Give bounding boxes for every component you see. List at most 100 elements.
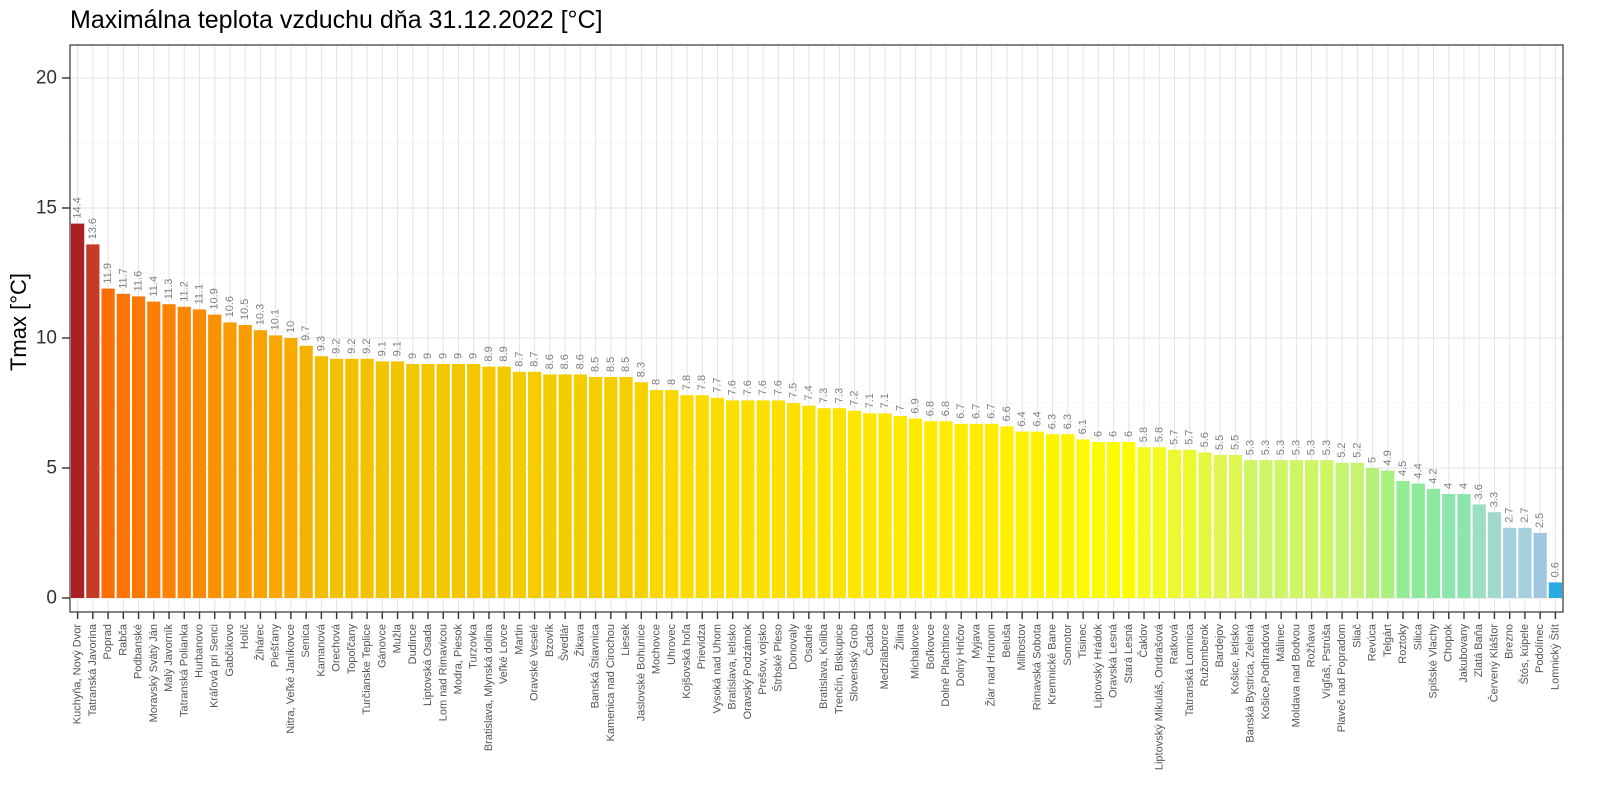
bar-value-label: 5.5 — [1214, 435, 1226, 450]
bar — [1320, 460, 1334, 598]
x-axis-tick-label: Mužla — [392, 623, 404, 653]
bar — [1503, 527, 1517, 598]
x-axis-tick-label: Michalovce — [910, 624, 922, 679]
bar — [695, 395, 709, 598]
bar-value-label: 6.8 — [940, 401, 952, 416]
bar — [314, 356, 328, 598]
bar — [299, 345, 313, 598]
bar-value-label: 5.7 — [1184, 430, 1196, 445]
bar-value-label: 6 — [1123, 431, 1135, 437]
bar-value-label: 4.2 — [1428, 469, 1440, 484]
bar-value-label: 9 — [437, 353, 449, 359]
bar — [1244, 460, 1258, 598]
x-axis-tick-label: Bratislava, Koliba — [818, 623, 830, 709]
bar — [1274, 460, 1288, 598]
x-axis-tick-label: Banská Bystrica, Zelená — [1245, 623, 1257, 742]
x-axis-tick-label: Oravský Podzámok — [742, 624, 754, 720]
bar-value-label: 10.1 — [270, 309, 282, 330]
x-axis-tick-label: Štós, kúpele — [1518, 624, 1531, 685]
x-axis-tick-label: Červený Kláštor — [1487, 624, 1500, 703]
bar — [726, 400, 740, 598]
bar-value-label: 7.6 — [772, 380, 784, 395]
bar-value-label: 6.6 — [1001, 406, 1013, 421]
bar — [162, 304, 176, 598]
bar-value-label: 6.8 — [925, 401, 937, 416]
bar — [528, 371, 542, 598]
bar-value-label: 8.7 — [529, 352, 541, 367]
bar-value-label: 11.6 — [133, 271, 145, 292]
x-axis-tick-label: Liptovský Hrádok — [1092, 624, 1104, 709]
bar — [1411, 483, 1425, 598]
x-axis-tick-label: Rožňava — [1306, 623, 1318, 667]
y-axis-tick-label: 20 — [36, 68, 57, 89]
bar-value-label: 7.7 — [711, 378, 723, 393]
bar — [1228, 455, 1243, 598]
x-axis-tick-label: Rimavská Sobota — [1031, 623, 1043, 710]
bar-value-label: 4.4 — [1412, 463, 1424, 478]
bar-value-label: 2.7 — [1504, 508, 1516, 523]
bar-value-label: 5.3 — [1290, 440, 1302, 455]
bar — [954, 423, 968, 598]
x-axis-tick-label: Dudince — [407, 624, 419, 664]
x-axis-tick-label: Martin — [513, 624, 525, 655]
bar — [329, 358, 344, 598]
bar-value-label: 0.6 — [1549, 562, 1561, 577]
bar-value-label: 5.7 — [1169, 430, 1181, 445]
x-axis-tick-label: Dolné Plachtince — [940, 624, 952, 707]
bar — [1335, 462, 1349, 598]
bar — [512, 371, 527, 598]
bar — [543, 374, 557, 598]
bar — [360, 358, 374, 598]
bar-value-label: 10 — [285, 321, 297, 333]
bar-value-label: 8.5 — [605, 357, 617, 372]
bar-value-label: 5.3 — [1321, 440, 1333, 455]
x-axis-tick-label: Prievidza — [696, 623, 708, 669]
bar — [147, 301, 161, 598]
bar-value-label: 7.1 — [864, 393, 876, 408]
x-axis-tick-label: Tatranská Javorina — [87, 623, 99, 716]
bar — [863, 413, 877, 598]
x-axis-tick-label: Roztoky — [1397, 624, 1409, 664]
bar — [1442, 494, 1456, 598]
bar — [1015, 431, 1029, 598]
bar — [192, 309, 207, 598]
x-axis-tick-label: Gabčíkovo — [224, 624, 236, 677]
bar — [939, 421, 953, 598]
bar — [1548, 582, 1562, 598]
x-axis-tick-label: Moravský Svätý Ján — [148, 624, 160, 722]
x-axis-tick-label: Turzovka — [468, 623, 480, 669]
bar-value-label: 11.9 — [102, 263, 114, 284]
bar — [482, 366, 496, 598]
bar-value-label: 7.5 — [788, 383, 800, 398]
bar-value-label: 2.7 — [1519, 508, 1531, 523]
bar-value-label: 9.1 — [376, 341, 388, 356]
x-axis-tick-label: Piešťany — [270, 624, 282, 668]
x-axis-tick-label: Ružomberok — [1199, 624, 1211, 687]
bar — [665, 390, 679, 598]
bar — [817, 408, 831, 598]
bar — [1518, 527, 1532, 598]
bar-value-label: 8 — [666, 379, 678, 385]
bar — [1046, 434, 1060, 598]
bar — [558, 374, 572, 598]
x-axis-tick-label: Žikava — [573, 623, 586, 656]
bar-value-label: 5.3 — [1260, 440, 1272, 455]
bar — [390, 361, 405, 598]
bar — [1259, 460, 1273, 598]
y-axis-tick-label: 15 — [36, 198, 57, 219]
bar-value-label: 7 — [894, 405, 906, 411]
x-axis-tick-label: Bratislava, Mlynská dolina — [483, 623, 495, 751]
bar — [1152, 447, 1166, 598]
bar — [893, 416, 907, 598]
bar-value-label: 8.9 — [483, 346, 495, 361]
y-axis-tick-label: 0 — [46, 588, 57, 609]
x-axis-tick-label: Lomnický Štít — [1548, 624, 1561, 690]
bar-value-label: 5.5 — [1229, 435, 1241, 450]
bar-value-label: 5.3 — [1245, 440, 1257, 455]
x-axis-tick-label: Kráľová pri Senci — [209, 624, 221, 708]
x-axis-tick-label: Trenčín, Biskupice — [833, 624, 845, 714]
bar-value-label: 6.1 — [1077, 419, 1089, 434]
bar — [969, 423, 984, 598]
bar — [436, 364, 450, 598]
bar — [1365, 468, 1380, 598]
